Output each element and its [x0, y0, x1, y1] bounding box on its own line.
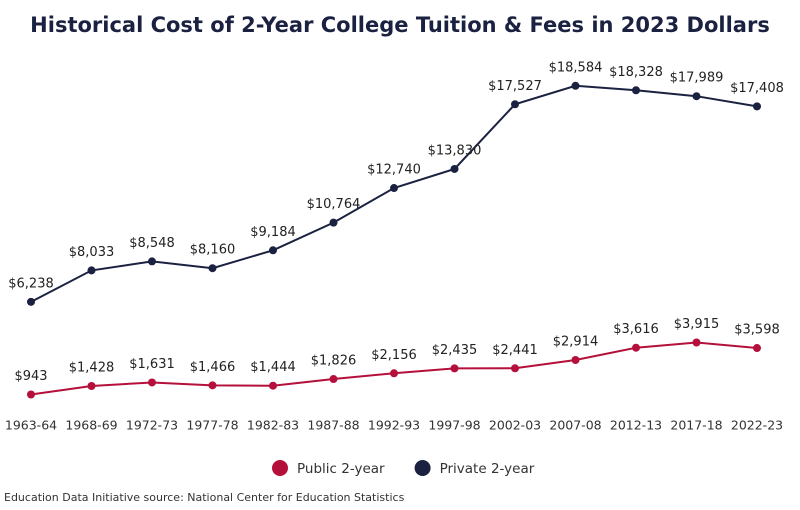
data-point: [87, 382, 96, 391]
x-tick-label: 2022-23: [731, 418, 783, 433]
data-point: [329, 218, 338, 227]
legend-label: Public 2-year: [297, 461, 385, 477]
data-point: [269, 246, 277, 255]
data-point: [390, 184, 398, 193]
value-label: $943: [14, 369, 47, 384]
data-point: [148, 378, 156, 387]
value-label: $13,830: [428, 143, 482, 158]
data-point: [632, 343, 640, 352]
value-label: $8,548: [129, 236, 175, 251]
data-point: [632, 86, 640, 95]
x-tick-label: 1987-88: [307, 418, 359, 433]
value-label: $2,914: [553, 335, 599, 350]
value-label: $6,238: [8, 276, 54, 291]
data-point: [450, 364, 459, 373]
x-tick-label: 2012-13: [610, 418, 662, 433]
value-label: $1,428: [69, 361, 115, 376]
data-point: [692, 338, 701, 347]
value-label: $2,156: [371, 348, 417, 363]
value-label: $8,033: [69, 245, 115, 260]
x-tick-label: 2002-03: [489, 418, 541, 433]
value-label: $1,826: [311, 354, 357, 369]
data-point: [87, 266, 96, 275]
x-tick-label: 2017-18: [670, 418, 722, 433]
data-point: [390, 369, 398, 378]
value-label: $2,435: [432, 343, 478, 358]
x-tick-label: 1982-83: [247, 418, 299, 433]
value-label: $12,740: [367, 163, 421, 178]
value-label: $10,764: [307, 197, 361, 212]
value-label: $3,598: [734, 323, 780, 338]
x-tick-label: 2007-08: [549, 418, 601, 433]
x-tick-label: 1992-93: [368, 418, 420, 433]
data-point: [692, 92, 701, 101]
data-point: [753, 102, 761, 111]
x-tick-label: 1968-69: [65, 418, 117, 433]
data-point: [511, 364, 519, 373]
value-label: $1,444: [250, 360, 296, 375]
data-point: [571, 81, 580, 90]
data-point: [208, 264, 217, 273]
value-label: $17,408: [730, 81, 784, 96]
data-point: [148, 257, 156, 266]
value-label: $3,915: [674, 317, 720, 332]
value-label: $18,328: [609, 65, 663, 80]
value-label: $9,184: [250, 225, 296, 240]
data-point: [208, 381, 217, 390]
value-label: $18,584: [549, 60, 603, 75]
legend-swatch: [272, 460, 288, 476]
data-point: [753, 344, 761, 353]
x-tick-label: 1972-73: [126, 418, 178, 433]
x-tick-label: 1977-78: [186, 418, 238, 433]
value-label: $1,466: [190, 360, 236, 375]
data-point: [27, 297, 35, 306]
x-tick-label: 1963-64: [5, 418, 57, 433]
value-label: $2,441: [492, 343, 538, 358]
x-tick-label: 1997-98: [428, 418, 480, 433]
data-point: [27, 390, 35, 399]
data-point: [269, 381, 277, 390]
value-label: $1,631: [129, 357, 175, 372]
value-label: $17,527: [488, 79, 542, 94]
source-note: Education Data Initiative source: Nation…: [4, 491, 405, 504]
value-label: $17,989: [670, 71, 724, 86]
data-point: [450, 164, 459, 173]
legend-label: Private 2-year: [440, 461, 535, 477]
value-label: $3,616: [613, 322, 659, 337]
data-point: [571, 356, 580, 365]
legend-swatch: [414, 460, 431, 476]
data-point: [511, 100, 519, 109]
chart-title: Historical Cost of 2-Year College Tuitio…: [30, 13, 770, 37]
data-point: [329, 375, 338, 384]
series-line: [30, 84, 758, 303]
value-label: $8,160: [190, 243, 236, 258]
